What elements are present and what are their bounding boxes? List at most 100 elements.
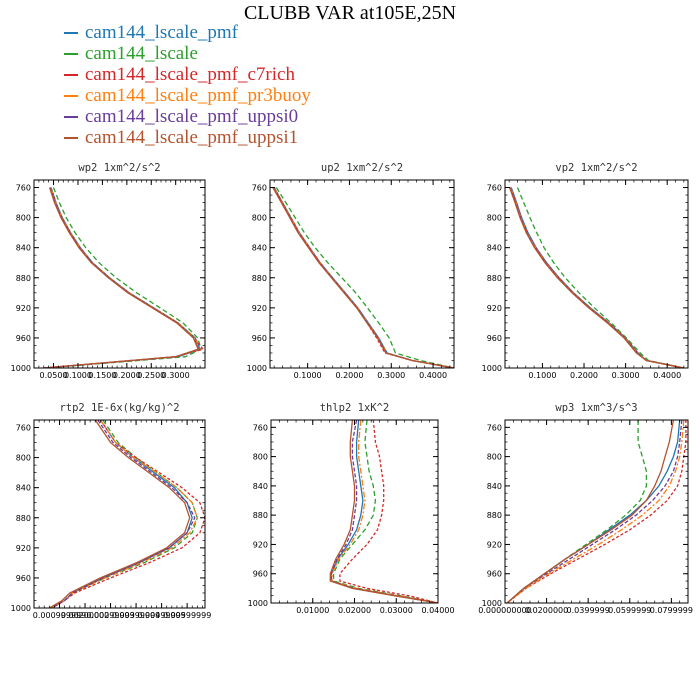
x-tick-label: 0.3000 [612, 371, 640, 380]
x-tick-label: 0.02000 [338, 606, 371, 615]
x-tick-label: 0.00399999 [112, 611, 160, 620]
legend-item: cam144_lscale_pmf_pr3buoy [64, 85, 311, 106]
x-tick-label: 0.000000000 [478, 606, 531, 615]
series-line [51, 420, 198, 608]
y-tick-label: 960 [16, 574, 31, 583]
series-line [51, 420, 205, 608]
plot-frame [504, 179, 689, 369]
series-line [509, 187, 684, 368]
series-line [506, 420, 687, 603]
x-tick-label: 0.3000 [162, 371, 190, 380]
series-line [510, 187, 684, 368]
x-tick-label: 0.2000 [113, 371, 141, 380]
legend-label: cam144_lscale_pmf_uppsi0 [85, 106, 299, 127]
legend-swatch [64, 52, 78, 55]
x-tick-label: 0.4000 [419, 371, 447, 380]
series-line [273, 187, 454, 368]
y-tick-label: 920 [16, 304, 31, 313]
x-tick-label: 0.1500 [88, 371, 116, 380]
y-tick-label: 920 [487, 540, 502, 549]
series-line [508, 187, 684, 368]
x-tick-label: 0.1000 [64, 371, 92, 380]
series-line [509, 187, 684, 368]
panel-0: wp2 1xm^2/s^2 760 800 840 880 920 960 1000 0.050… [11, 162, 206, 380]
x-tick-label: 0.0599999 [608, 606, 651, 615]
plot-frame [269, 179, 455, 369]
y-tick-label: 760 [487, 423, 502, 432]
y-tick-label: 880 [253, 511, 268, 520]
x-tick-label: 0.0399999 [567, 606, 610, 615]
x-tick-label: 0.0200000 [525, 606, 568, 615]
y-tick-label: 880 [487, 274, 502, 283]
legend-item: cam144_lscale_pmf_uppsi0 [64, 106, 311, 127]
y-tick-label: 800 [487, 453, 502, 462]
legend-item: cam144_lscale_pmf_c7rich [64, 64, 311, 85]
series-line [332, 420, 438, 603]
series-line [43, 187, 201, 368]
series-line [51, 420, 196, 608]
legend-label: cam144_lscale_pmf_uppsi1 [85, 127, 299, 148]
y-tick-label: 920 [252, 304, 267, 313]
y-tick-label: 1000 [11, 604, 31, 613]
series-line [51, 420, 193, 608]
y-tick-label: 920 [253, 540, 268, 549]
y-tick-label: 1000 [11, 364, 31, 373]
series-line [43, 187, 200, 368]
y-tick-label: 1000 [482, 364, 502, 373]
plot-frame [33, 419, 206, 609]
y-tick-label: 960 [487, 334, 502, 343]
y-tick-label: 800 [16, 214, 31, 223]
series-line [273, 187, 454, 368]
legend-item: cam144_lscale_pmf [64, 22, 311, 43]
panel-title: vp2 1xm^2/s^2 [555, 162, 637, 174]
x-tick-label: 0.0500 [40, 371, 68, 380]
y-tick-label: 960 [16, 334, 31, 343]
y-tick-label: 840 [253, 482, 268, 491]
series-line [272, 187, 454, 368]
series-line [43, 187, 200, 368]
x-tick-label: 0.1000 [294, 371, 322, 380]
y-tick-label: 880 [252, 274, 267, 283]
x-tick-label: 0.00499999 [137, 611, 185, 620]
y-tick-label: 880 [487, 511, 502, 520]
x-tick-label: 0.01000 [296, 606, 329, 615]
y-tick-label: 880 [16, 514, 31, 523]
series-line [48, 420, 191, 608]
legend-label: cam144_lscale_pmf [85, 22, 239, 43]
series-line [330, 420, 438, 603]
y-tick-label: 760 [16, 424, 31, 433]
panel-title: up2 1xm^2/s^2 [321, 162, 403, 174]
panel-4: thlp2 1xK^2 760 800 840 880 920 960 1000 0.01000… [248, 402, 455, 615]
series-line [506, 420, 683, 603]
series-line [43, 187, 200, 368]
x-tick-label: 0.4000 [653, 371, 681, 380]
legend-item: cam144_lscale [64, 43, 311, 64]
y-tick-label: 800 [253, 453, 268, 462]
y-tick-label: 800 [16, 454, 31, 463]
series-line [339, 420, 438, 603]
legend-swatch [64, 136, 78, 139]
y-tick-label: 1000 [482, 599, 502, 608]
legend-label: cam144_lscale_pmf_pr3buoy [85, 85, 311, 106]
x-tick-label: 0.2500 [137, 371, 165, 380]
series-line [510, 187, 684, 368]
x-tick-label: 0.00200000 [61, 611, 109, 620]
series-line [51, 420, 199, 608]
series-line [46, 187, 202, 368]
y-tick-label: 760 [253, 423, 268, 432]
series-line [506, 420, 685, 603]
x-tick-label: 0.0799999 [650, 606, 693, 615]
panel-title: thlp2 1xK^2 [320, 402, 390, 414]
panel-5: wp3 1xm^3/s^3 760 800 840 880 920 960 10000.000… [478, 402, 693, 615]
x-tick-label: 0.03000 [380, 606, 413, 615]
legend-label: cam144_lscale [85, 43, 198, 64]
y-tick-label: 840 [487, 482, 502, 491]
y-tick-label: 960 [252, 334, 267, 343]
x-tick-label: 0.00599999 [163, 611, 211, 620]
y-tick-label: 800 [252, 214, 267, 223]
y-tick-label: 960 [487, 570, 502, 579]
y-tick-label: 920 [16, 544, 31, 553]
y-tick-label: 800 [487, 214, 502, 223]
series-line [506, 420, 648, 603]
